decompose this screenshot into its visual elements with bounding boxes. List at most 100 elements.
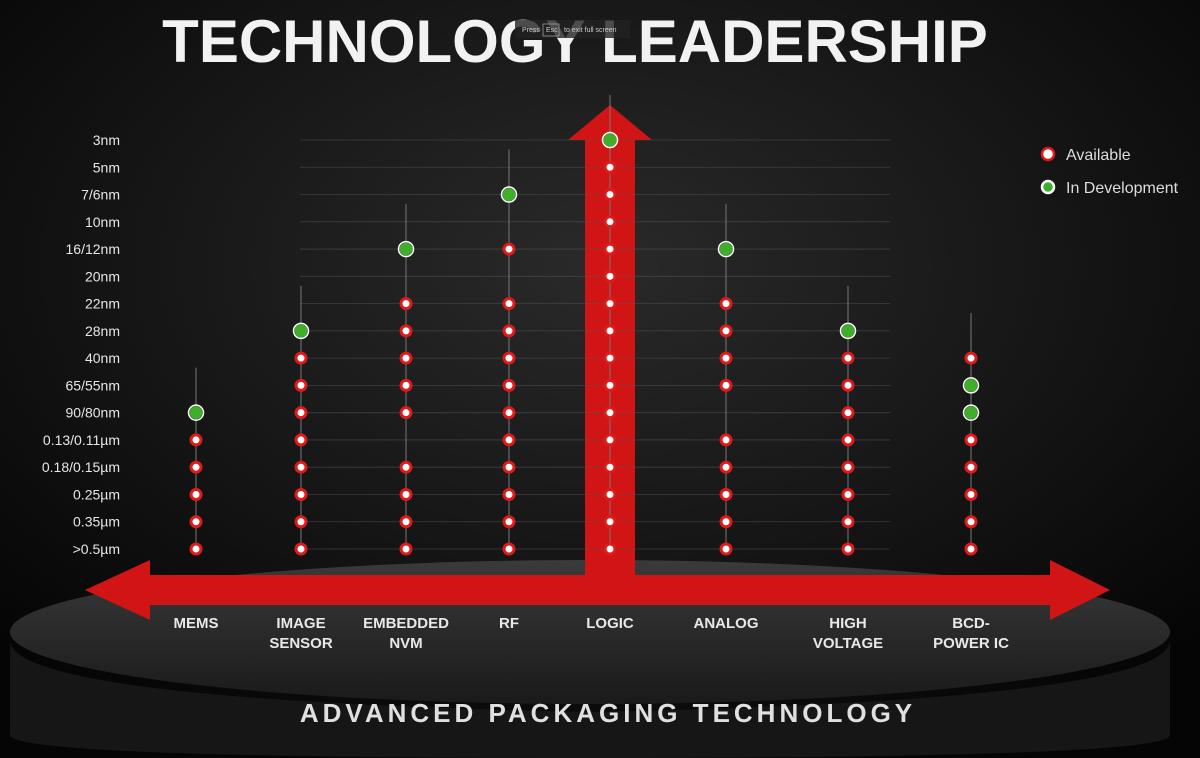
dot (399, 351, 413, 365)
x-tick-label: RF (499, 615, 519, 632)
dot-ring (962, 377, 980, 394)
dot (603, 324, 617, 338)
dot (502, 297, 516, 311)
y-tick-label: >0.5µm (73, 541, 120, 557)
dot (603, 160, 617, 174)
dot (502, 542, 516, 556)
dot (603, 515, 617, 529)
dot (603, 188, 617, 202)
dot (502, 188, 516, 202)
y-tick-label: 22nm (85, 296, 120, 312)
dot (399, 378, 413, 392)
dot (603, 215, 617, 229)
y-tick-label: 10nm (85, 214, 120, 230)
dot-ring (187, 404, 205, 421)
dot (841, 324, 855, 338)
dot-ring (839, 322, 857, 340)
x-tick-label: IMAGE SENSOR (269, 615, 333, 652)
y-tick-label: 65/55nm (66, 377, 120, 393)
legend-label: Available (1066, 147, 1131, 164)
dot (964, 378, 978, 392)
dot (719, 460, 733, 474)
y-tick-label: 0.13/0.11µm (43, 432, 120, 448)
dot (189, 515, 203, 529)
dot (719, 351, 733, 365)
dot (399, 324, 413, 338)
x-tick-label: ANALOG (693, 615, 759, 632)
dot (964, 515, 978, 529)
y-tick-label: 20nm (85, 268, 120, 284)
dot (294, 378, 308, 392)
dot (399, 297, 413, 311)
dot (841, 460, 855, 474)
dot (603, 542, 617, 556)
dot (399, 487, 413, 501)
dot-ring (397, 240, 415, 258)
legend-swatch (1040, 179, 1056, 195)
dot (603, 433, 617, 447)
dot (603, 297, 617, 311)
dot (603, 351, 617, 365)
title: TECHNOLOGY LEADERSHIP (162, 8, 988, 75)
dot (189, 406, 203, 420)
y-tick-label: 7/6nm (81, 187, 120, 203)
hint-text: to exit full screen (564, 27, 617, 34)
dot (964, 460, 978, 474)
dot (719, 324, 733, 338)
dot (964, 433, 978, 447)
y-tick-label: 5nm (93, 159, 120, 175)
dot (841, 515, 855, 529)
dot (719, 297, 733, 311)
dot (294, 515, 308, 529)
dot (603, 242, 617, 256)
dot (294, 487, 308, 501)
dot (603, 133, 617, 147)
dot (189, 542, 203, 556)
dot (964, 406, 978, 420)
dot (603, 460, 617, 474)
hint-text: Press (522, 27, 540, 34)
dot (502, 515, 516, 529)
dot (603, 406, 617, 420)
y-tick-label: 40nm (85, 350, 120, 366)
legend-swatch (1040, 146, 1056, 162)
y-tick-label: 28nm (85, 323, 120, 339)
dot (294, 542, 308, 556)
dot (294, 406, 308, 420)
dot (502, 324, 516, 338)
dot (841, 433, 855, 447)
dot (189, 460, 203, 474)
dot (502, 351, 516, 365)
dot (719, 487, 733, 501)
y-tick-label: 90/80nm (66, 405, 120, 421)
dot (502, 487, 516, 501)
dot-ring (962, 404, 980, 421)
y-tick-label: 16/12nm (66, 241, 120, 257)
dot (502, 378, 516, 392)
dot (399, 406, 413, 420)
dot (719, 542, 733, 556)
x-tick-label: HIGH VOLTAGE (812, 615, 884, 652)
dot-ring (500, 186, 518, 203)
y-tick-label: 3nm (93, 132, 120, 148)
dot (603, 378, 617, 392)
dot (399, 515, 413, 529)
dot (502, 460, 516, 474)
hint-key-box (542, 23, 560, 37)
axis-arrows (85, 105, 1110, 620)
dot (502, 242, 516, 256)
dot-ring (601, 131, 619, 149)
dot (841, 378, 855, 392)
dot (719, 378, 733, 392)
dot (841, 351, 855, 365)
x-tick-label: EMBEDDED NVM (363, 615, 449, 652)
x-tick-label: MEMS (173, 615, 219, 632)
dot (964, 487, 978, 501)
dot (719, 242, 733, 256)
x-tick-label: LOGIC (586, 615, 634, 632)
fullscreen-hint-box (515, 20, 630, 38)
y-tick-label: 0.35µm (73, 514, 120, 530)
dot (294, 433, 308, 447)
